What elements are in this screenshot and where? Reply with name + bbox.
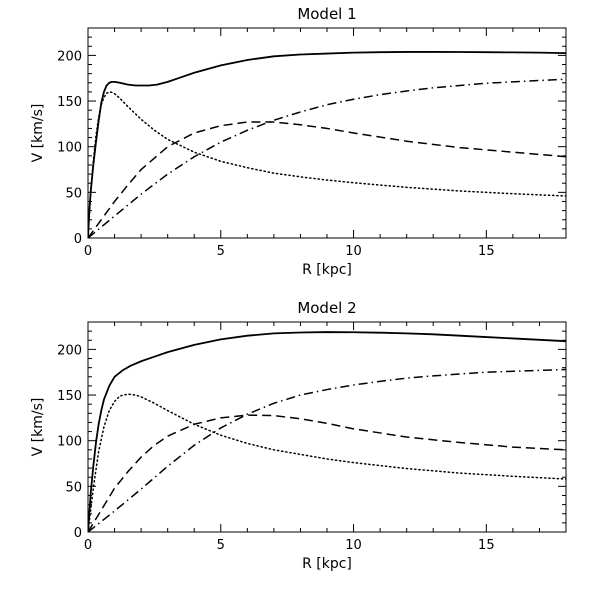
series-line-solid: [88, 331, 566, 532]
x-axis-label: R [kpc]: [302, 556, 352, 572]
chart-title: Model 1: [297, 5, 356, 23]
x-axis-label: R [kpc]: [302, 262, 352, 278]
x-tick-label: 0: [84, 244, 92, 259]
x-tick-label: 15: [478, 538, 495, 553]
series-line-dotted: [88, 393, 566, 532]
y-tick-label: 0: [74, 232, 82, 247]
series-line-solid: [88, 51, 566, 238]
y-tick-label: 50: [65, 480, 82, 495]
y-axis-label: V [km/s]: [30, 104, 46, 163]
y-tick-label: 0: [74, 526, 82, 541]
y-tick-label: 100: [57, 141, 82, 156]
series-line-dotted: [88, 91, 566, 238]
series-line-dashed: [88, 121, 566, 238]
plot-frame: [87, 27, 567, 239]
x-tick-label: 10: [345, 538, 362, 553]
chart-title: Model 2: [297, 299, 356, 317]
series-line-dashdot: [88, 368, 566, 532]
x-tick-label: 10: [345, 244, 362, 259]
x-tick-label: 5: [217, 244, 225, 259]
x-tick-label: 5: [217, 538, 225, 553]
series-line-dashdot: [88, 78, 566, 238]
y-axis-label: V [km/s]: [30, 398, 46, 457]
y-tick-label: 150: [57, 389, 82, 404]
y-tick-label: 200: [57, 49, 82, 64]
x-tick-label: 15: [478, 244, 495, 259]
y-tick-label: 50: [65, 186, 82, 201]
series-line-dashed: [88, 414, 566, 532]
plot-frame: [87, 321, 567, 533]
y-tick-label: 100: [57, 435, 82, 450]
y-tick-label: 150: [57, 95, 82, 110]
y-tick-label: 200: [57, 343, 82, 358]
x-tick-label: 0: [84, 538, 92, 553]
